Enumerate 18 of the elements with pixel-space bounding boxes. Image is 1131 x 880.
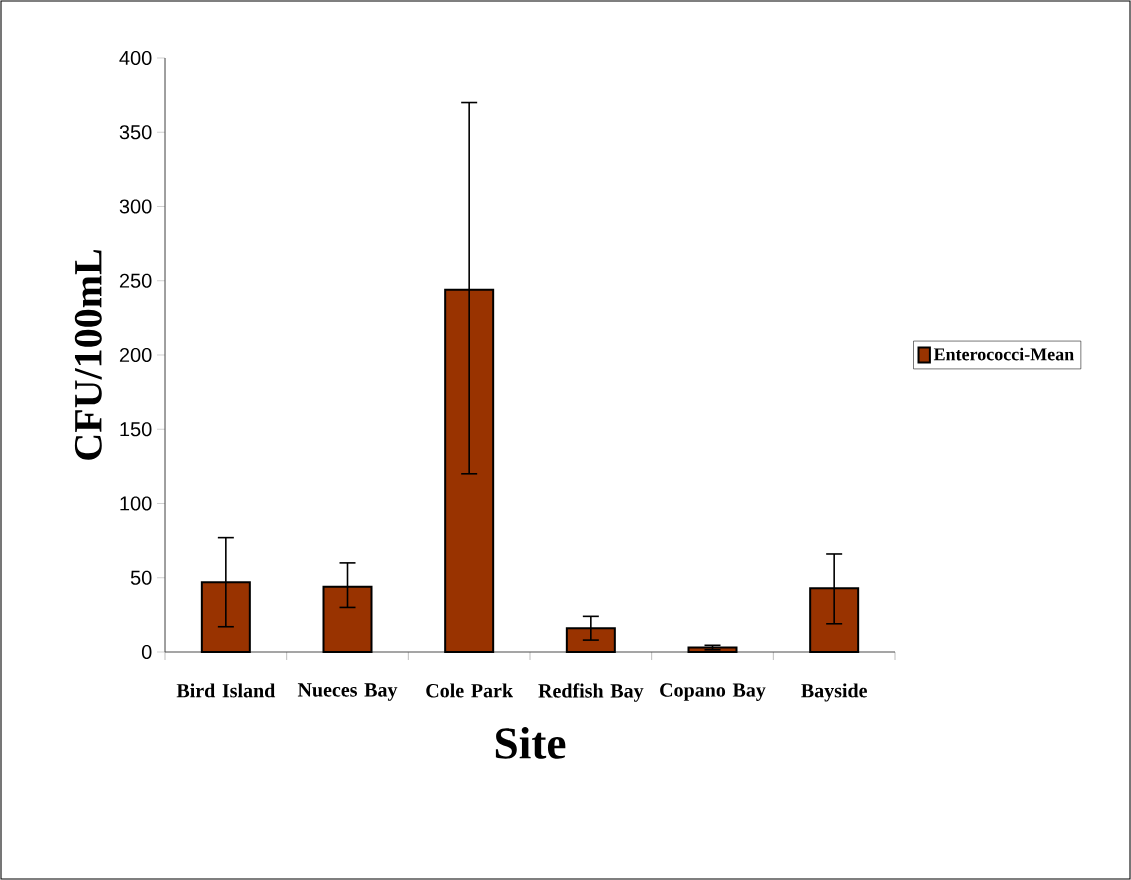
x-tick-label: Nueces Bay [297,683,398,701]
y-tick-label: 350 [119,125,152,140]
y-tick-label: 200 [119,347,152,363]
y-tick-label: 150 [120,422,152,437]
x-tick-label: Redfish Bay [538,683,644,702]
y-tick-label: 50 [130,570,152,585]
x-axis-title: Site [495,726,566,759]
x-tick-label: Copano Bay [660,683,766,701]
y-tick-label: 250 [119,273,152,288]
y-tick-label: 100 [120,496,152,511]
y-axis-title: CFU/100mL [74,250,102,460]
x-tick-label: Cole Park [426,683,514,698]
x-tick-label: Bayside [801,683,867,702]
y-tick-label: 0 [141,644,152,660]
y-tick-label: 300 [119,199,152,214]
legend-label: Enterococci-Mean [933,347,1074,361]
y-tick-label: 400 [119,50,152,66]
x-tick-label: Bird Island [176,683,276,698]
